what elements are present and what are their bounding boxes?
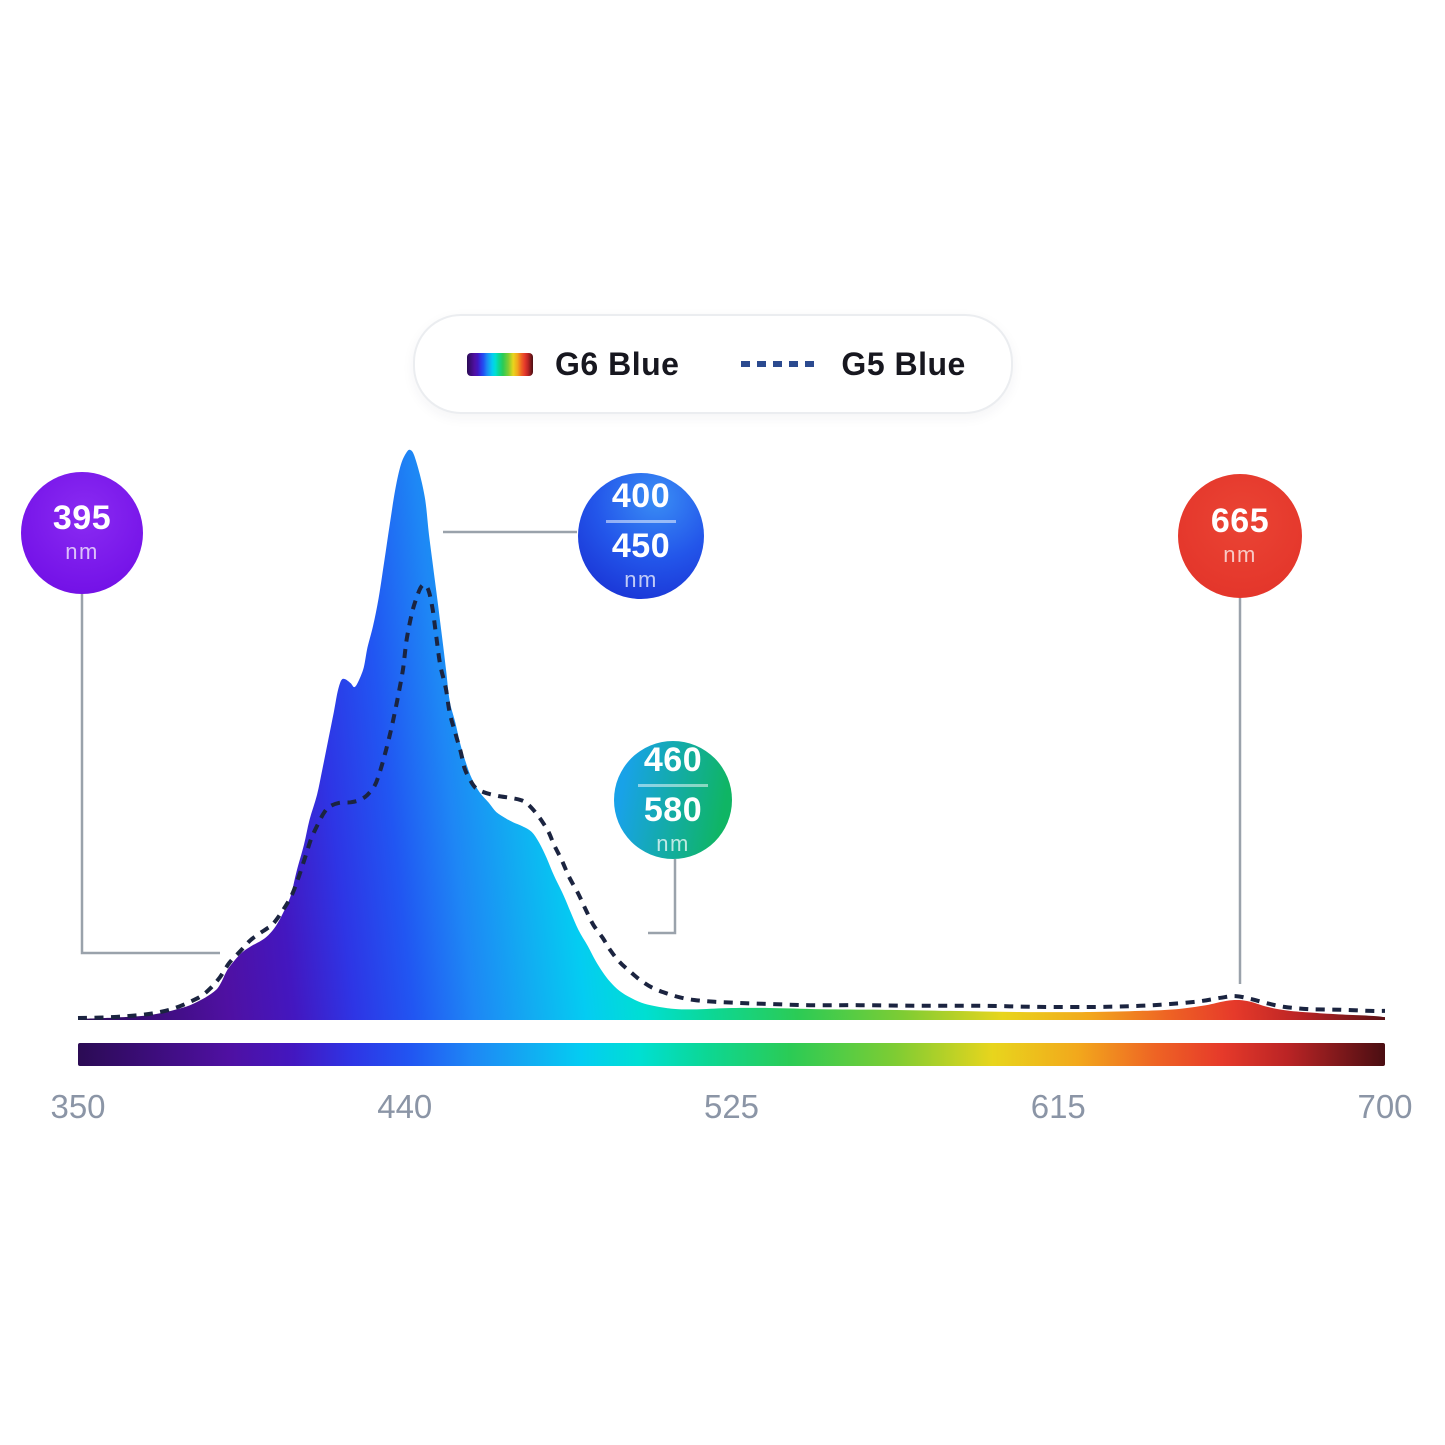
callout-460-580-bottom-value: 580: [643, 791, 703, 829]
x-tick-label: 615: [1030, 1088, 1086, 1125]
wavelength-gradient-bar: [78, 1043, 1385, 1066]
legend: G6 Blue G5 Blue: [413, 314, 1013, 414]
callout-460-580nm: 460 580 nm: [614, 741, 732, 859]
callout-395-value: 395: [52, 499, 112, 538]
callout-395-unit: nm: [65, 538, 99, 564]
callout-400-450-unit: nm: [624, 566, 658, 592]
callout-665-unit: nm: [1223, 541, 1257, 567]
g6-spectrum-area: [78, 449, 1385, 1021]
callout-400-450-bottom-value: 450: [611, 527, 671, 565]
g5-spectrum-line: [77, 582, 1386, 1020]
callout-665nm: 665 nm: [1178, 474, 1302, 598]
callout-460-580-top-value: 460: [637, 743, 709, 787]
x-tick-label: 525: [703, 1088, 760, 1125]
callout-connector-460-580: [648, 859, 677, 935]
legend-g5-label: G5 Blue: [841, 345, 966, 382]
legend-g6-label: G6 Blue: [555, 345, 680, 382]
callout-395nm: 395 nm: [21, 472, 143, 594]
x-tick-label: 700: [1357, 1088, 1413, 1125]
callout-400-450-top-value: 400: [605, 479, 677, 523]
callout-connector-395: [80, 594, 220, 955]
callout-460-580-unit: nm: [656, 830, 690, 856]
callout-400-450nm: 400 450 nm: [578, 473, 704, 599]
g6-spectrum-swatch-icon: [467, 352, 533, 376]
x-tick-label: 440: [377, 1088, 433, 1125]
x-tick-label: 350: [50, 1088, 106, 1125]
g5-dashed-line-icon: [741, 361, 822, 367]
callout-665-value: 665: [1210, 502, 1270, 541]
